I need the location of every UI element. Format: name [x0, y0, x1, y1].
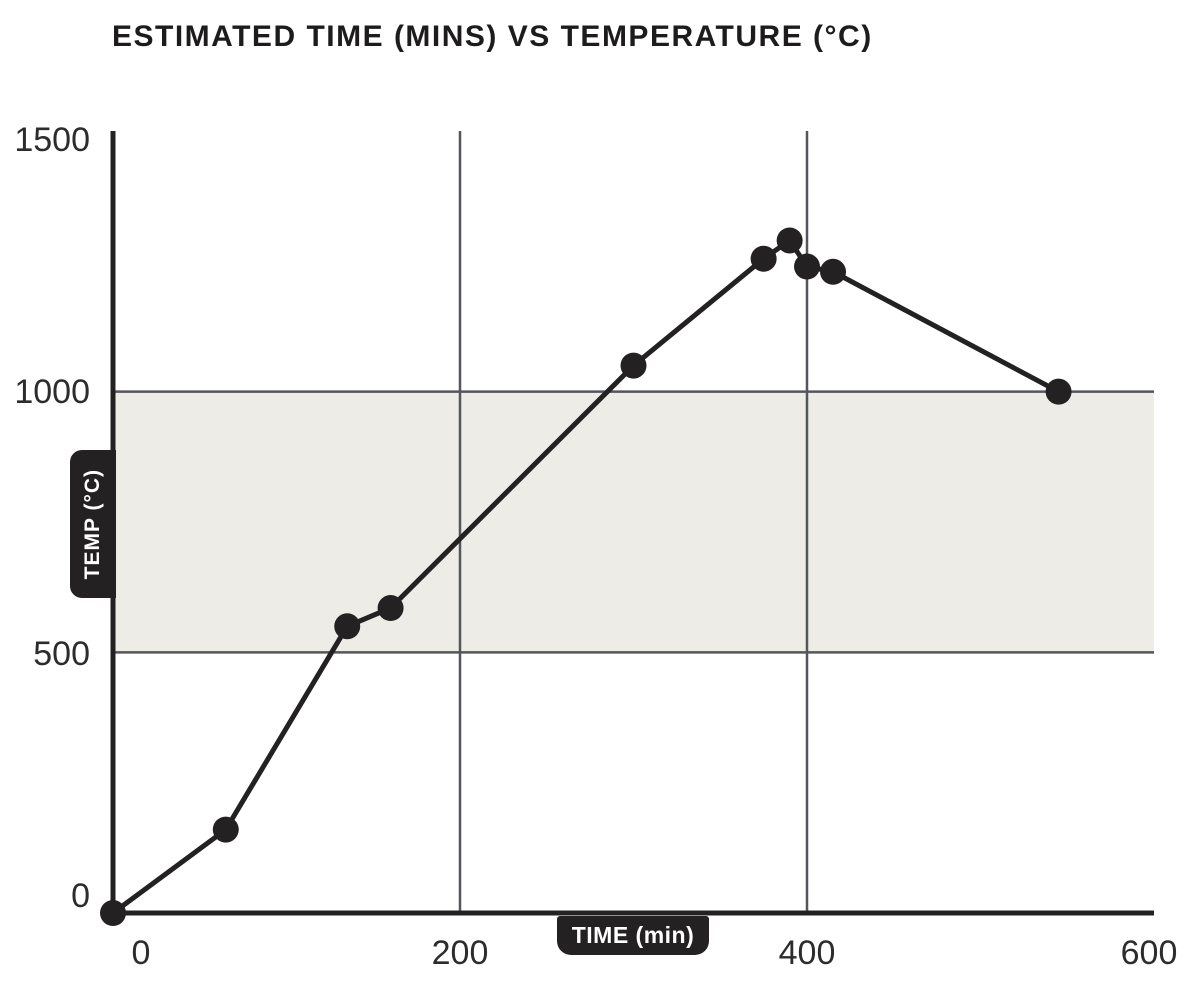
series-line — [110, 237, 1062, 916]
data-point — [794, 253, 820, 280]
y-axis-label-chip: TEMP (°C) — [70, 450, 116, 598]
data-point — [750, 245, 777, 272]
x-tick-label-600: 600 — [1120, 934, 1178, 972]
y-tick-label-500: 500 — [33, 635, 90, 674]
x-tick-label-0: 0 — [131, 934, 151, 972]
x-tick-label-400: 400 — [778, 934, 836, 972]
x-axis-label-chip: TIME (min) — [557, 916, 709, 955]
data-points — [100, 227, 1072, 926]
data-point — [334, 613, 361, 640]
band-rect — [113, 391, 1154, 653]
data-point — [212, 816, 239, 843]
data-point — [820, 258, 847, 285]
y-axis-label-text: TEMP (°C) — [81, 468, 104, 580]
chart-title: ESTIMATED TIME (MINS) VS TEMPERATURE (°C… — [112, 20, 873, 53]
data-point — [100, 900, 126, 926]
data-point — [1045, 378, 1072, 405]
x-tick-label-200: 200 — [431, 934, 489, 972]
data-point — [776, 227, 803, 254]
x-axis-label-text: TIME (min) — [571, 922, 695, 948]
y-tick-label-1000: 1000 — [14, 372, 90, 411]
highlight-band — [113, 391, 1154, 653]
series-polyline — [110, 237, 1062, 916]
data-point — [620, 352, 647, 379]
data-point — [377, 595, 404, 622]
y-tick-label-0: 0 — [71, 877, 90, 915]
y-tick-label-1500: 1500 — [14, 121, 90, 159]
